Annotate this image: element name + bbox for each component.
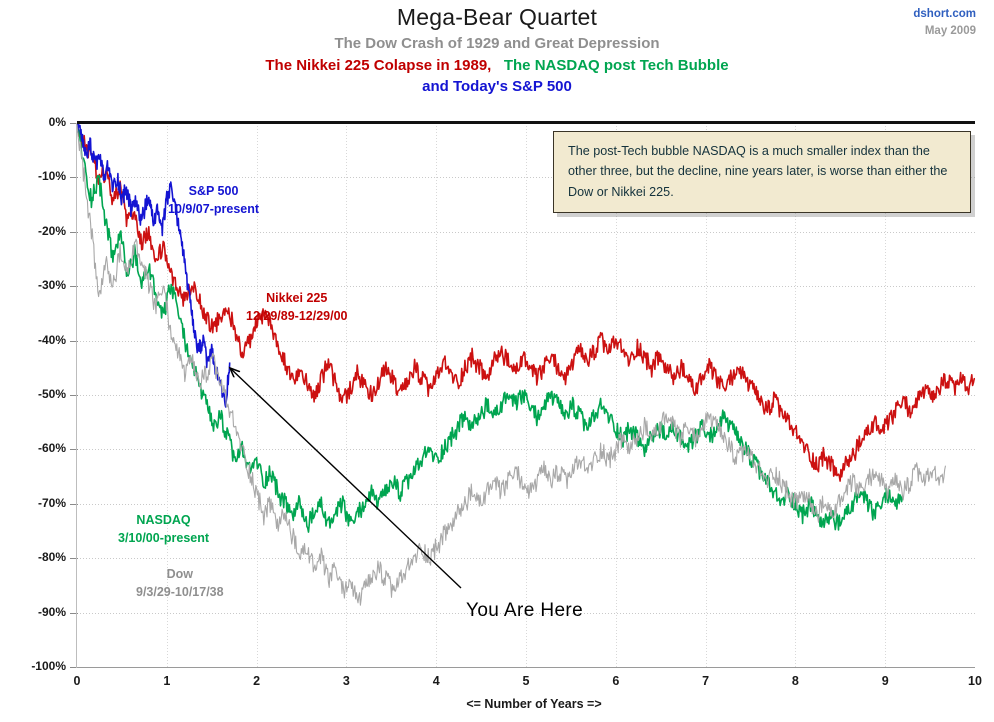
vertical-gridline (166, 123, 168, 667)
x-tick-label: 2 (253, 674, 261, 688)
series-label-dow: Dow 9/3/29-10/17/38 (136, 565, 224, 601)
attribution: dshort.com May 2009 (913, 6, 976, 39)
y-tick-mark (70, 667, 78, 668)
chart-subtitle-nasdaq: The NASDAQ post Tech Bubble (503, 57, 729, 74)
page-title: Mega-Bear Quartet (396, 4, 598, 30)
y-tick-mark (70, 449, 78, 451)
chart-header: Mega-Bear Quartet The Dow Crash of 1929 … (0, 4, 994, 95)
y-tick-label: -30% (37, 278, 66, 293)
y-tick-mark (70, 340, 78, 342)
series-label-nikkei: Nikkei 225 12/29/89-12/29/00 (246, 289, 347, 325)
y-axis-line (76, 123, 77, 668)
x-tick-label: 3 (342, 674, 350, 688)
vertical-gridline (885, 123, 887, 667)
series-label-spx: S&P 500 10/9/07-present (168, 182, 259, 218)
y-tick-label: -70% (37, 495, 66, 510)
y-tick-label: -60% (37, 441, 66, 456)
series-label-dow-range: 9/3/29-10/17/38 (136, 585, 224, 600)
series-label-dow-name: Dow (166, 567, 193, 581)
y-tick-mark (70, 558, 78, 560)
y-tick-mark (70, 286, 78, 288)
series-label-nikkei-range: 12/29/89-12/29/00 (246, 309, 348, 324)
chart-subtitle-spx: and Today's S&P 500 (422, 78, 572, 95)
chart-subtitle-row: The Nikkei 225 Colapse in 1989, The NASD… (0, 57, 994, 95)
series-label-nasdaq-name: NASDAQ (136, 513, 191, 527)
x-axis-title: <= Number of Years => (466, 697, 602, 711)
callout-text: The post-Tech bubble NASDAQ is a much sm… (568, 144, 948, 199)
you-are-here-label: You Are Here (466, 600, 584, 621)
zero-percent-line (77, 121, 975, 124)
x-tick-label: 9 (881, 674, 889, 688)
y-tick-label: -50% (37, 387, 66, 401)
y-tick-label: -100% (31, 659, 66, 673)
y-tick-label: -20% (37, 223, 66, 238)
x-tick-label: 7 (702, 674, 710, 688)
series-label-spx-range: 10/9/07-present (168, 202, 260, 217)
series-label-spx-name: S&P 500 (188, 184, 239, 198)
y-tick-mark (70, 123, 78, 124)
chart-subtitle-dow: The Dow Crash of 1929 and Great Depressi… (334, 35, 660, 52)
vertical-gridline (615, 123, 617, 667)
x-tick-label: 6 (612, 674, 620, 688)
x-tick-label: 4 (432, 674, 440, 688)
chart-subtitle-nikkei: The Nikkei 225 Colapse in 1989, (265, 57, 492, 74)
y-tick-label: -10% (37, 169, 66, 184)
vertical-gridline (795, 123, 797, 667)
x-axis-line (77, 667, 975, 668)
attribution-site[interactable]: dshort.com (913, 8, 976, 20)
vertical-gridline (705, 123, 707, 667)
x-tick-label: 1 (163, 674, 171, 688)
y-tick-label: 0% (48, 115, 66, 129)
x-tick-label: 8 (791, 674, 799, 688)
y-tick-mark (70, 612, 78, 614)
y-tick-label: -80% (37, 550, 66, 565)
x-tick-label: 5 (522, 674, 530, 688)
y-tick-mark (70, 231, 78, 233)
series-line-dow (76, 124, 947, 606)
y-tick-label: -40% (37, 332, 66, 347)
series-line-s-p-500 (76, 122, 231, 408)
y-tick-mark (70, 503, 78, 505)
x-tick-label: 10 (968, 674, 982, 688)
series-line-nikkei-225 (76, 124, 976, 482)
series-label-nikkei-name: Nikkei 225 (266, 291, 328, 305)
y-tick-mark (70, 177, 78, 179)
y-tick-label: -90% (37, 604, 66, 619)
callout-box: The post-Tech bubble NASDAQ is a much sm… (553, 131, 971, 214)
series-label-nasdaq: NASDAQ 3/10/00-present (118, 511, 209, 547)
x-tick-label: 0 (73, 674, 81, 688)
y-tick-mark (70, 395, 78, 396)
attribution-date: May 2009 (924, 24, 976, 37)
series-label-nasdaq-range: 3/10/00-present (118, 531, 210, 546)
